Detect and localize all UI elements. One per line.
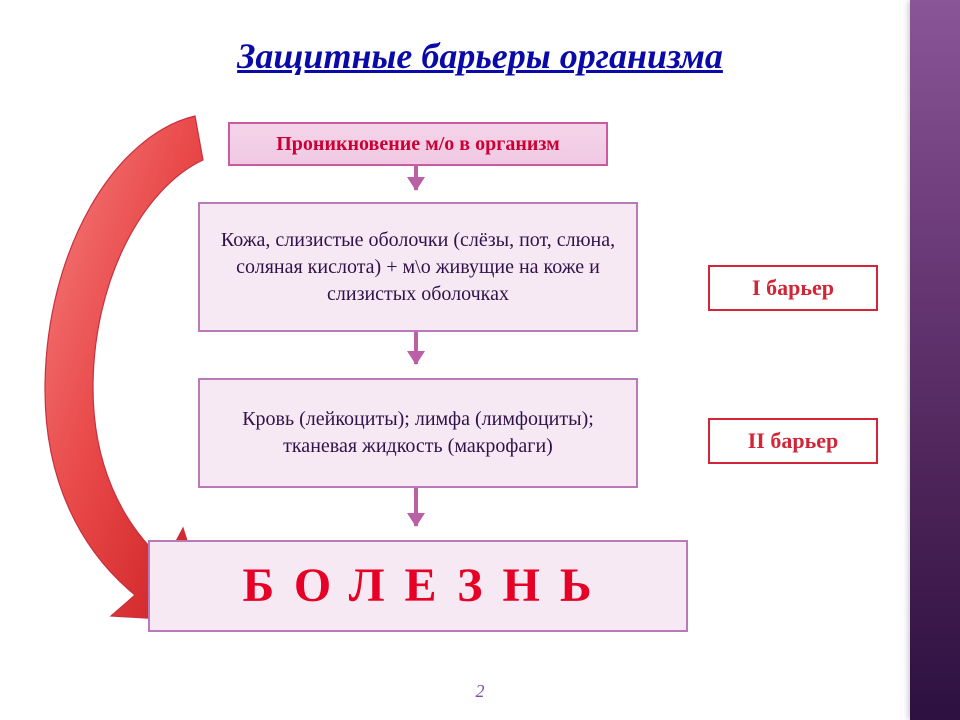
- flow-box-barrier-2: Кровь (лейкоциты); лимфа (лимфоциты); тк…: [198, 378, 638, 488]
- slide-title: Защитные барьеры организма: [237, 35, 723, 77]
- connector-arrow-icon: [414, 166, 418, 190]
- side-label-barrier-1: I барьер: [708, 265, 878, 311]
- connector-arrow-icon: [414, 488, 418, 526]
- flow-box-disease: БОЛЕЗНЬ: [148, 540, 688, 632]
- flow-box-barrier-1: Кожа, слизистые оболочки (слёзы, пот, сл…: [198, 202, 638, 332]
- page-number: 2: [476, 681, 485, 702]
- side-label-barrier-2: II барьер: [708, 418, 878, 464]
- side-panel: [910, 0, 960, 720]
- connector-arrow-icon: [414, 332, 418, 364]
- flow-box-entry: Проникновение м/о в организм: [228, 122, 608, 166]
